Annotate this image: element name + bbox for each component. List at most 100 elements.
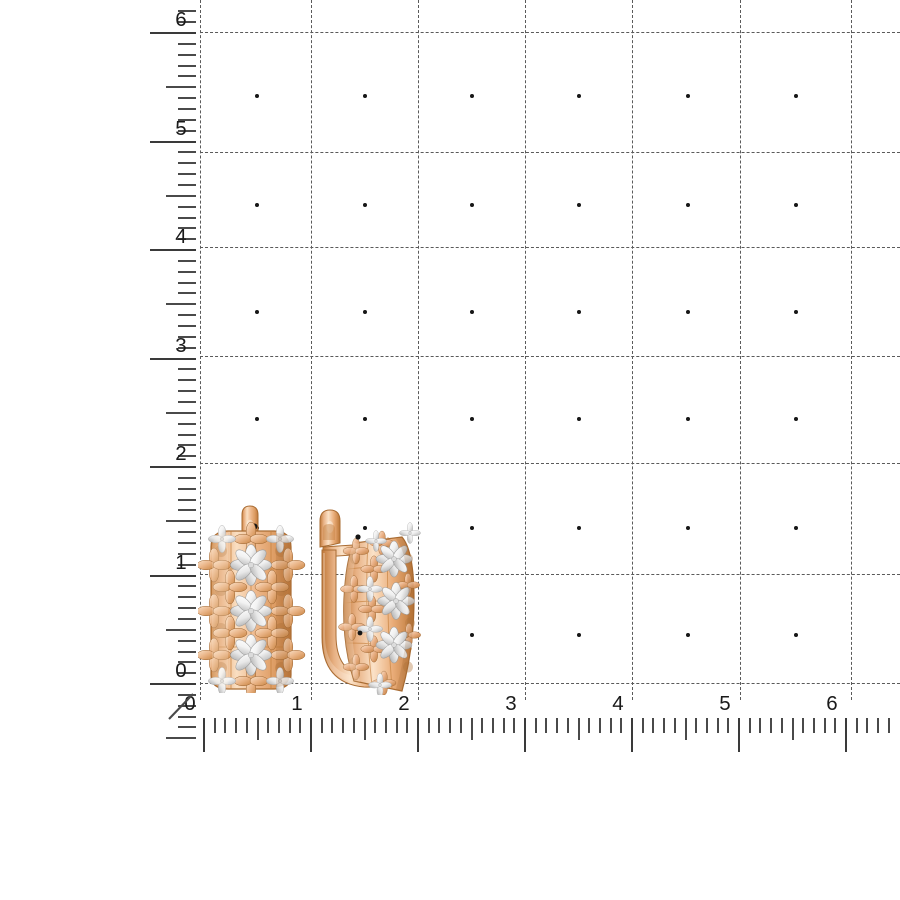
grid-center-dot (470, 526, 474, 530)
horizontal-tick-major (310, 718, 312, 752)
horizontal-tick-minor (342, 718, 345, 733)
grid-center-dot (255, 310, 259, 314)
horizontal-tick-minor (652, 718, 655, 733)
vertical-tick-minor (178, 390, 196, 392)
horizontal-tick-minor (759, 718, 762, 733)
grid-center-dot (794, 203, 798, 207)
grid-center-dot (794, 94, 798, 98)
horizontal-ruler-label-1: 1 (291, 692, 303, 715)
horizontal-tick-minor (299, 718, 302, 733)
vertical-ruler-label-0: 0 (175, 659, 187, 682)
horizontal-tick-minor (887, 718, 890, 733)
grid-line-vertical-6 (851, 0, 852, 700)
grid-center-dot (686, 203, 690, 207)
vertical-tick-half (166, 194, 196, 197)
vertical-tick-minor (178, 650, 196, 653)
horizontal-tick-major (845, 718, 847, 752)
vertical-tick-minor (178, 259, 196, 262)
vertical-tick-minor (178, 455, 196, 458)
grid-center-dot (686, 310, 690, 314)
horizontal-tick-minor (502, 718, 505, 733)
vertical-ruler-label-2: 2 (175, 442, 187, 465)
vertical-tick-minor (178, 607, 196, 609)
grid-center-dot (470, 94, 474, 98)
horizontal-tick-minor (705, 718, 708, 733)
vertical-tick-major (150, 574, 196, 577)
horizontal-tick-major (738, 718, 740, 752)
horizontal-tick-minor (459, 718, 462, 733)
horizontal-tick-minor (245, 718, 248, 733)
vertical-tick-major (150, 466, 196, 468)
horizontal-tick-minor (513, 718, 516, 733)
grid-line-horizontal-2 (200, 247, 900, 248)
grid-center-dot (470, 203, 474, 207)
grid-center-dot (794, 417, 798, 421)
horizontal-tick-half (791, 718, 794, 740)
grid-center-dot (255, 417, 259, 421)
horizontal-tick-half (684, 718, 687, 740)
horizontal-tick-minor (320, 718, 323, 733)
horizontal-tick-minor (491, 718, 494, 733)
vertical-tick-minor (178, 183, 196, 186)
grid-center-dot (363, 417, 367, 421)
grid-center-dot (577, 633, 581, 637)
horizontal-tick-major (631, 718, 633, 752)
grid-center-dot (794, 633, 798, 637)
horizontal-tick-minor (384, 718, 387, 733)
horizontal-ruler-label-0: 0 (184, 692, 196, 715)
vertical-tick-minor (178, 596, 196, 599)
vertical-tick-minor (178, 379, 196, 382)
grid-line-horizontal-0 (200, 32, 900, 33)
horizontal-tick-minor (481, 718, 484, 733)
horizontal-tick-minor (598, 718, 601, 733)
vertical-tick-minor (178, 10, 196, 13)
grid-center-dot (363, 203, 367, 207)
horizontal-tick-minor (609, 718, 612, 733)
vertical-tick-minor (178, 292, 196, 295)
horizontal-tick-minor (780, 718, 783, 733)
vertical-tick-minor (178, 639, 196, 642)
horizontal-tick-minor (727, 718, 730, 733)
vertical-ruler-label-4: 4 (175, 225, 187, 248)
vertical-tick-minor (178, 335, 196, 338)
vertical-tick-minor (178, 42, 196, 45)
vertical-tick-minor (178, 400, 196, 403)
grid-line-vertical-3 (525, 0, 526, 700)
horizontal-tick-minor (748, 718, 751, 733)
horizontal-tick-minor (566, 718, 569, 733)
vertical-tick-minor (178, 585, 196, 588)
horizontal-tick-minor (812, 718, 815, 733)
vertical-tick-minor (178, 617, 196, 620)
vertical-tick-minor (178, 75, 196, 78)
grid-center-dot (686, 526, 690, 530)
horizontal-tick-minor (663, 718, 666, 733)
vertical-tick-minor (178, 118, 196, 121)
horizontal-tick-minor (277, 718, 280, 733)
grid-line-vertical-5 (740, 0, 741, 700)
grid-center-dot (577, 526, 581, 530)
vertical-tick-major (150, 357, 196, 360)
vertical-tick-minor (178, 173, 196, 175)
vertical-tick-half (166, 411, 196, 414)
vertical-tick-major (150, 32, 196, 34)
vertical-tick-minor (178, 314, 196, 317)
vertical-tick-minor (178, 216, 196, 219)
vertical-tick-minor (178, 21, 196, 24)
horizontal-tick-major (203, 718, 205, 752)
grid-center-dot (577, 203, 581, 207)
vertical-tick-minor (178, 672, 196, 675)
horizontal-tick-minor (802, 718, 805, 733)
vertical-tick-minor (178, 433, 196, 436)
horizontal-tick-minor (695, 718, 698, 733)
horizontal-ruler-label-2: 2 (398, 692, 410, 715)
vertical-tick-minor (178, 281, 196, 284)
vertical-tick-minor (178, 542, 196, 544)
horizontal-tick-half (470, 718, 473, 740)
horizontal-tick-major (417, 718, 419, 752)
grid-center-dot (255, 203, 259, 207)
horizontal-tick-minor (556, 718, 559, 733)
vertical-tick-minor (178, 97, 196, 100)
horizontal-tick-minor (224, 718, 227, 733)
grid-line-vertical-0 (200, 0, 201, 700)
grid-center-dot (470, 310, 474, 314)
